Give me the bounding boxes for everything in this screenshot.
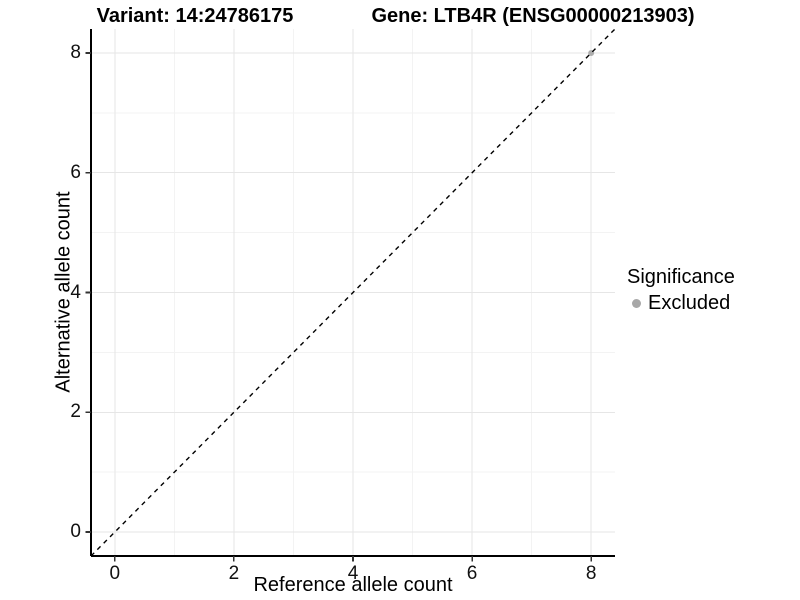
x-tick-label: 0 [109,563,121,584]
y-tick-label: 8 [70,41,81,63]
x-tick-label: 6 [466,563,478,584]
identity-line [90,28,616,557]
y-tick-label: 4 [70,281,81,303]
x-tick-label: 8 [585,563,597,584]
x-tick-label: 2 [228,563,240,584]
legend-title: Significance [627,266,735,288]
y-tick-label: 2 [70,401,81,423]
x-axis-title: Reference allele count [253,574,453,596]
variant-title: Variant: 14:24786175 [96,5,294,27]
legend-entry-label: Excluded [648,292,731,314]
y-tick-label: 6 [70,161,81,183]
y-tick-label: 0 [70,521,81,543]
legend: Significance Excluded [627,266,735,315]
legend-entry-excluded: Excluded [627,292,735,315]
x-tick-label: 4 [347,563,359,584]
gene-title: Gene: LTB4R (ENSG00000213903) [371,5,695,27]
legend-marker-circle-icon [632,299,641,308]
